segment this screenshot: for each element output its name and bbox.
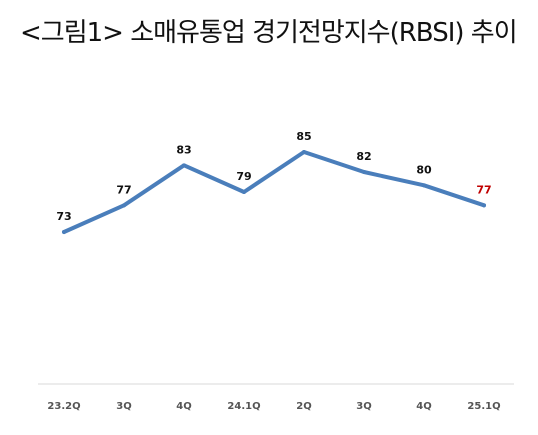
data-point [122,203,126,208]
data-point [182,163,186,168]
data-point [242,190,246,194]
x-tick-label: 25.1Q [467,401,500,412]
data-label: 82 [356,150,371,163]
x-tick-label: 3Q [116,401,131,412]
x-tick-label: 24.1Q [227,401,260,412]
x-tick-label: 4Q [176,401,191,412]
data-point [362,170,366,174]
x-tick-label: 4Q [416,401,431,412]
data-label: 79 [236,170,251,183]
data-point [62,230,66,234]
x-tick-label: 2Q [296,401,311,412]
data-point [422,183,426,188]
series-line [62,150,486,234]
data-label: 77 [116,183,131,196]
data-label: 80 [416,163,432,176]
data-label: 73 [56,210,71,223]
data-point [482,203,486,208]
data-label: 83 [176,143,191,156]
data-point [302,150,306,154]
chart-title: <그림1> 소매유통업 경기전망지수(RBSI) 추이 [20,18,518,48]
x-tick-label: 3Q [356,401,371,412]
data-label: 85 [296,130,311,143]
data-label: 77 [476,183,491,196]
x-tick-label: 23.2Q [47,401,80,412]
